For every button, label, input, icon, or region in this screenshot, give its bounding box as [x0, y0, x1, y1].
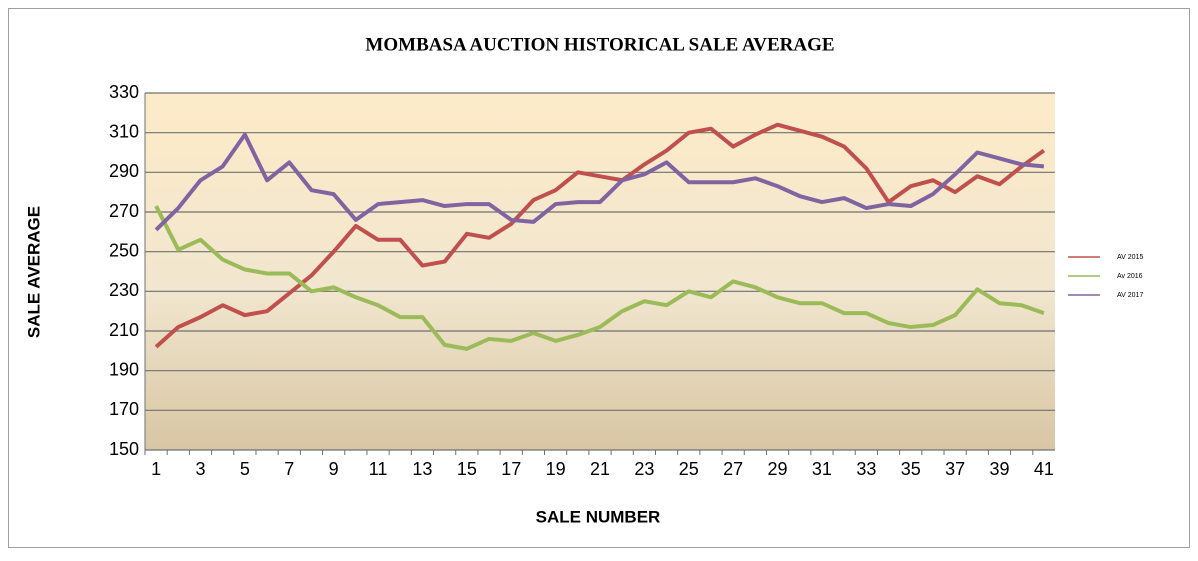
x-tick-label: 19 — [546, 459, 566, 479]
x-tick-label: 1 — [151, 459, 161, 479]
x-tick-label: 25 — [679, 459, 699, 479]
x-tick-label: 41 — [1034, 459, 1054, 479]
x-tick-label: 5 — [240, 459, 250, 479]
y-tick-label: 150 — [109, 439, 139, 459]
x-tick-label: 23 — [634, 459, 654, 479]
x-tick-label: 29 — [768, 459, 788, 479]
x-tick-label: 9 — [329, 459, 339, 479]
x-tick-label: 33 — [856, 459, 876, 479]
x-tick-label: 7 — [284, 459, 294, 479]
y-tick-label: 230 — [109, 280, 139, 300]
x-tick-label: 39 — [989, 459, 1009, 479]
y-tick-label: 250 — [109, 240, 139, 260]
x-tick-label: 13 — [412, 459, 432, 479]
x-tick-label: 11 — [369, 459, 388, 479]
legend-label: AV 2015 — [1117, 254, 1143, 261]
y-axis-label: SALE AVERAGE — [24, 206, 43, 338]
x-tick-label: 3 — [195, 459, 205, 479]
x-tick-label: 31 — [812, 459, 832, 479]
series-line — [154, 132, 1045, 232]
x-tick-label: 21 — [590, 459, 610, 479]
y-tick-label: 210 — [109, 320, 139, 340]
y-tick-label: 290 — [109, 161, 139, 181]
y-tick-label: 330 — [109, 82, 139, 102]
legend-label: Av 2016 — [1117, 273, 1143, 280]
y-tick-label: 270 — [109, 201, 139, 221]
x-tick-label: 27 — [723, 459, 743, 479]
plot-area — [145, 93, 1055, 450]
y-tick-label: 170 — [109, 399, 139, 419]
y-tick-label: 310 — [109, 121, 139, 141]
legend-label: AV 2017 — [1117, 292, 1143, 299]
series-line — [154, 122, 1046, 349]
x-tick-label: 17 — [501, 459, 521, 479]
chart-title: MOMBASA AUCTION HISTORICAL SALE AVERAGE — [365, 34, 834, 55]
x-axis-label: SALE NUMBER — [536, 507, 661, 526]
x-tick-label: 35 — [901, 459, 921, 479]
series-line — [154, 205, 1045, 351]
x-tick-label: 15 — [457, 459, 477, 479]
x-tick-label: 37 — [945, 459, 965, 479]
y-tick-label: 190 — [109, 359, 139, 379]
